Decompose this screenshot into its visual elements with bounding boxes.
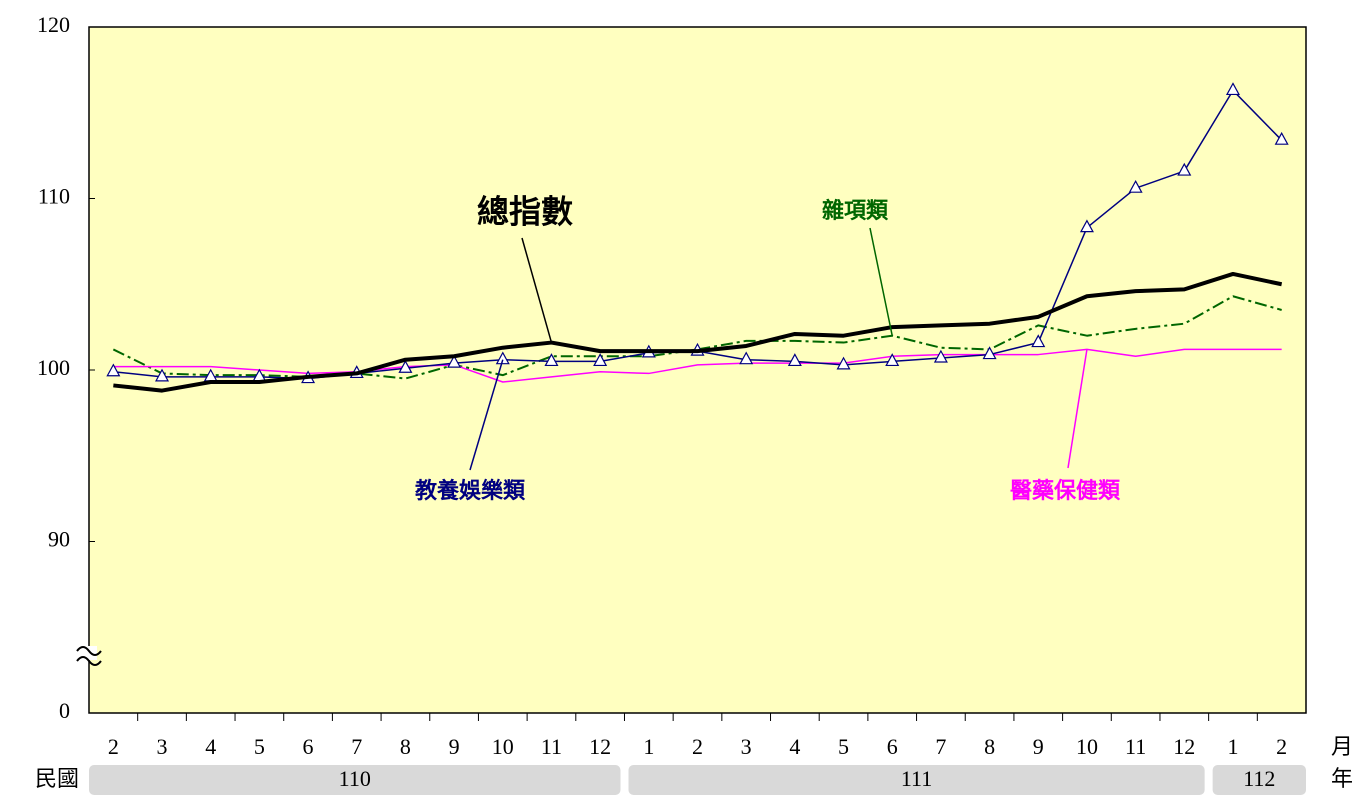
year-label: 110 (339, 766, 371, 791)
year-bar (89, 765, 621, 795)
x-tick-label: 9 (449, 734, 460, 759)
x-tick-label: 1 (643, 734, 654, 759)
data-point (1225, 82, 1240, 96)
data-point (739, 351, 754, 365)
x-tick-label: 8 (984, 734, 995, 759)
series-line (113, 271, 1283, 393)
plot-area (88, 26, 1307, 714)
data-point (1177, 162, 1192, 176)
data-point (1079, 219, 1094, 233)
data-point (933, 349, 948, 363)
data-point (155, 368, 170, 382)
data-point (1274, 131, 1289, 145)
series-label: 雜項類 (822, 198, 889, 223)
x-tick-label: 2 (692, 734, 703, 759)
x-tick-label: 4 (789, 734, 800, 759)
x-tick-label: 12 (1173, 734, 1195, 759)
data-point (398, 360, 413, 373)
year-label: 112 (1243, 766, 1275, 791)
data-point (982, 346, 997, 360)
series-label: 醫藥保健類 (1010, 478, 1121, 503)
axis-break (76, 646, 102, 656)
data-point (885, 353, 900, 367)
x-tick-label: 9 (1033, 734, 1044, 759)
data-point (1128, 179, 1143, 193)
y-tick-label: 120 (37, 12, 70, 37)
data-point (593, 353, 608, 367)
data-point (787, 353, 802, 367)
year-bar (628, 765, 1205, 795)
data-point (447, 354, 462, 368)
axis-break (76, 656, 102, 666)
leader-line (521, 237, 553, 343)
x-tick-label: 11 (541, 734, 562, 759)
x-tick-label: 1 (1227, 734, 1238, 759)
year-bar (1212, 765, 1306, 795)
y-tick-label: 100 (37, 355, 70, 380)
year-unit-label: 年 (1331, 766, 1353, 791)
x-tick-label: 10 (492, 734, 514, 759)
x-tick-label: 7 (935, 734, 946, 759)
series-label: 總指數 (477, 193, 573, 229)
x-tick-label: 3 (741, 734, 752, 759)
x-tick-label: 7 (351, 734, 362, 759)
y-tick-label: 0 (59, 698, 70, 723)
y-tick-label: 110 (38, 184, 70, 209)
leader-line (1067, 349, 1088, 469)
x-tick-label: 4 (205, 734, 216, 759)
leader-line (469, 359, 504, 471)
x-tick-label: 11 (1125, 734, 1146, 759)
x-tick-label: 8 (400, 734, 411, 759)
series-label: 教養娛樂類 (415, 478, 526, 503)
x-tick-label: 6 (887, 734, 898, 759)
x-tick-label: 10 (1076, 734, 1098, 759)
data-point (836, 356, 851, 370)
era-label: 民國 (35, 766, 79, 791)
x-tick-label: 12 (589, 734, 611, 759)
data-point (1031, 334, 1046, 348)
data-point (495, 351, 510, 365)
leader-line (869, 227, 893, 336)
data-point (544, 353, 559, 367)
x-tick-label: 5 (254, 734, 265, 759)
data-point (106, 363, 121, 377)
x-tick-label: 3 (157, 734, 168, 759)
year-label: 111 (901, 766, 932, 791)
x-tick-label: 5 (838, 734, 849, 759)
y-tick-label: 90 (48, 527, 70, 552)
x-unit-label: 月 (1331, 734, 1353, 759)
x-tick-label: 6 (303, 734, 314, 759)
x-tick-label: 2 (108, 734, 119, 759)
x-tick-label: 2 (1276, 734, 1287, 759)
